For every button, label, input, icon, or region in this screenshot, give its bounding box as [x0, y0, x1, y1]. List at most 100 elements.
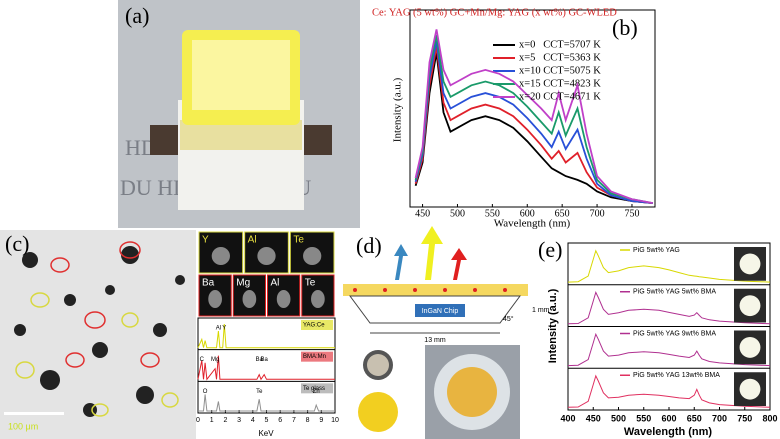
height-label: 1 mm [532, 307, 550, 314]
series-line [414, 35, 654, 204]
panel-b: Ce: YAG (5 wt%) GC+Mn/Mg: YAG (x wt%) GC… [372, 7, 656, 230]
eds-map-spot [257, 247, 276, 265]
legend-label: PiG 5wt% YAG [633, 247, 680, 254]
x-tick-label: 5 [265, 417, 269, 424]
series-line [567, 332, 771, 367]
legend-box [301, 383, 333, 394]
eds-map-label: Al [248, 235, 257, 246]
eds-map-label: Y [202, 235, 209, 246]
y-axis-label: Intensity (a.u.) [547, 288, 559, 363]
x-tick-label: 10 [331, 417, 339, 424]
eds-map-label: Te [293, 235, 304, 246]
legend-box [301, 351, 333, 362]
peak-label: Te [256, 389, 263, 395]
peak-label: Mg [211, 357, 219, 363]
x-axis-label: Wavelength (nm) [494, 218, 571, 230]
legend-label: PiG 5wt% YAG 13wt% BMA [633, 372, 720, 379]
x-tick-label: 550 [485, 208, 500, 219]
x-tick-label: 550 [636, 413, 651, 423]
x-tick-label: 6 [278, 417, 282, 424]
legend-label: x=0 CCT=5707 K [519, 39, 601, 50]
eds-map-label: Mg [236, 278, 250, 289]
peak-label: Zn [313, 389, 320, 395]
legend-label: PiG 5wt% YAG 9wt% BMA [633, 330, 716, 337]
led-glow [739, 253, 761, 275]
x-tick-label: 450 [586, 413, 601, 423]
scale-label: 100 μm [8, 421, 38, 431]
chart-title: Ce: YAG (5 wt%) GC+Mn/Mg: YAG (x wt%) GC… [372, 7, 617, 18]
x-tick-label: 700 [590, 208, 605, 219]
legend-label: x=20 CCT=4671 K [519, 91, 601, 102]
x-tick-label: 2 [223, 417, 227, 424]
panel-label: (d) [356, 233, 382, 258]
x-axis-label: KeV [258, 429, 274, 438]
legend-label: BMA:Mn [303, 354, 326, 360]
eds-frame [197, 317, 336, 414]
led-glow [739, 295, 761, 317]
y-axis-label: Intensity (a.u.) [392, 77, 404, 142]
legend-box [301, 320, 333, 330]
x-tick-label: 800 [762, 413, 777, 423]
chip-label: InGaN Chip [422, 308, 459, 315]
x-tick-label: 0 [196, 417, 200, 424]
eds-map-label: Ba [202, 278, 215, 289]
peak-label: Ba [256, 357, 264, 363]
plot-frame [409, 9, 656, 208]
eds-map-spot [276, 290, 291, 308]
x-tick-label: 750 [624, 208, 639, 219]
eds-map-label: Te [305, 278, 316, 289]
x-tick-label: 500 [450, 208, 465, 219]
eds-map-spot [211, 247, 230, 265]
x-tick-label: 600 [661, 413, 676, 423]
peak-label: C [200, 357, 205, 363]
peak-label: O [203, 389, 208, 395]
peak-label: Ba [260, 357, 268, 363]
series-line [414, 46, 653, 204]
panel-label: (e) [538, 237, 562, 262]
legend-label: x=10 CCT=5075 K [519, 65, 601, 76]
peak-label: Al [216, 326, 221, 332]
series-line [567, 374, 771, 408]
x-tick-label: 9 [319, 417, 323, 424]
series-line [414, 40, 653, 204]
legend-label: YAG:Ce [303, 323, 325, 329]
panel-d: (d) InGaN Chip 45° 1 mm 13 mm [343, 226, 550, 439]
legend-label: Te glass [303, 386, 325, 392]
x-axis-label: Wavelength (nm) [624, 426, 713, 438]
width-label: 13 mm [424, 337, 446, 344]
x-tick-label: 650 [687, 413, 702, 423]
x-tick-label: 7 [292, 417, 296, 424]
x-tick-label: 650 [555, 208, 570, 219]
series-line [414, 29, 654, 204]
eds-map-label: Al [271, 278, 280, 289]
x-tick-label: 1 [210, 417, 214, 424]
x-tick-label: 500 [611, 413, 626, 423]
panel-label: (c) [5, 231, 29, 256]
legend-label: PiG 5wt% YAG 5wt% BMA [633, 289, 716, 296]
led-glow [739, 378, 761, 400]
series-line [567, 249, 771, 283]
x-tick-label: 4 [251, 417, 255, 424]
legend-label: x=15 CCT=4823 K [519, 78, 601, 89]
panel-label: (a) [125, 3, 149, 28]
eds-map-spot [303, 247, 322, 265]
x-tick-label: 400 [560, 413, 575, 423]
eds-map-spot [311, 290, 325, 308]
angle-label: 45° [503, 315, 514, 323]
x-tick-label: 600 [520, 208, 535, 219]
x-tick-label: 700 [712, 413, 727, 423]
series-line [414, 52, 653, 204]
led-glow [739, 336, 761, 358]
series-line [198, 394, 335, 412]
x-tick-label: 3 [237, 417, 241, 424]
series-line [567, 291, 771, 325]
peak-label: Y [222, 326, 226, 332]
series-line [197, 323, 335, 349]
series-line [197, 355, 335, 381]
eds-map-spot [208, 290, 222, 308]
x-tick-label: 750 [737, 413, 752, 423]
legend-label: x=5 CCT=5363 K [519, 52, 601, 63]
x-tick-label: 8 [306, 417, 310, 424]
